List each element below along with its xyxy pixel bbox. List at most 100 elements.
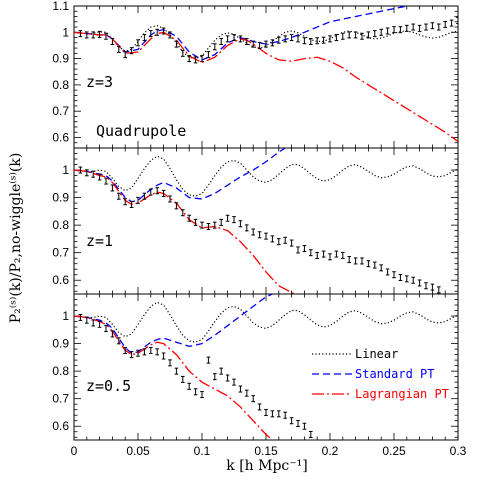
nbody-point [136,196,140,204]
legend-label: Standard PT [355,367,434,381]
series-line-linear [74,155,458,197]
nbody-point [200,221,204,229]
nbody-point [85,169,89,177]
panel-plot-area [74,6,458,142]
nbody-point [270,410,275,418]
nbody-point [213,221,217,229]
nbody-point [245,389,249,397]
nbody-point [85,316,89,324]
nbody-point [149,188,153,196]
y-tick-label: 0.7 [52,104,69,118]
series-line-standard-pt [74,148,286,203]
nbody-point [97,30,102,38]
panel-plot-area [74,148,458,294]
nbody-point [334,250,339,258]
nbody-point [360,32,364,40]
nbody-point [123,51,127,59]
nbody-point [270,39,275,47]
y-tick-label: 0.9 [52,191,69,205]
nbody-point [168,31,172,39]
nbody-point [315,251,319,259]
nbody-point [161,27,166,35]
legend-item: Linear [312,347,398,361]
nbody-point [411,23,415,31]
nbody-point [104,324,108,332]
panel-sublabel: Quadrupole [96,122,186,140]
nbody-point [245,38,249,45]
nbody-point [104,32,108,40]
nbody-point [219,38,223,45]
nbody-point [142,34,147,42]
x-tick-label: 0.15 [254,444,278,458]
nbody-point [379,264,383,272]
nbody-point [270,235,275,243]
nbody-point [449,19,454,27]
nbody-point [123,198,127,206]
nbody-point [232,216,236,224]
nbody-point [174,40,179,48]
x-tick-label: 0.25 [382,444,406,458]
nbody-point [437,286,441,294]
nbody-point [411,276,415,284]
series-line-lagrangian-pt [74,315,273,440]
nbody-point [110,38,115,45]
nbody-points [78,16,458,64]
nbody-point [238,220,243,228]
nbody-point [341,251,345,259]
nbody-point [85,31,89,39]
series-line-standard-pt [74,294,273,354]
nbody-point [289,239,294,247]
nbody-point [213,373,217,381]
nbody-point [283,236,287,244]
nbody-point [347,31,351,39]
nbody-point [193,388,198,396]
nbody-point [193,56,198,64]
panels: 0.60.70.80.911.1z=3Quadrupole0.60.70.80.… [52,0,459,441]
nbody-point [366,31,371,39]
nbody-point [219,218,223,226]
nbody-point [334,34,339,42]
panel-z3: 0.6 0.7 0.8 0.9 1 1.1 z=3 Quadrupole [52,0,459,149]
panel-z1: 0.6 0.7 0.8 0.9 1 z=1 [52,147,459,295]
nbody-point [283,411,287,419]
nbody-point [232,34,236,42]
nbody-points [78,313,313,438]
legend-item: Standard PT [312,367,434,381]
nbody-point [219,367,223,375]
nbody-point [117,192,121,200]
y-axis-title: P₂⁽ˢ⁾(k)/P₂,no-wiggle⁽ˢ⁾(k) [8,153,24,324]
nbody-point [187,55,191,63]
x-tick-label: 0.3 [450,444,467,458]
nbody-point [232,378,236,386]
nbody-point [417,24,422,32]
nbody-point [392,271,396,279]
nbody-point [264,232,268,240]
nbody-point [353,257,358,265]
nbody-point [424,23,428,31]
nbody-point [430,283,435,291]
y-tick-label: 0.6 [52,273,69,287]
nbody-point [225,214,230,222]
y-tick-label: 0.8 [52,218,69,232]
x-tick-label: 0.05 [126,444,150,458]
nbody-point [245,224,249,232]
nbody-point [328,253,332,261]
nbody-point [174,202,179,210]
nbody-point [168,195,172,203]
nbody-point [225,35,230,43]
nbody-point [430,22,435,30]
nbody-point [97,173,102,181]
nbody-point [155,187,159,195]
nbody-point [104,177,108,185]
nbody-point [251,228,255,236]
x-tick-label: 0.2 [322,444,339,458]
nbody-point [379,28,383,36]
x-tick-label: 0.1 [194,444,211,458]
panel-label: z=3 [86,73,113,91]
nbody-point [309,430,313,438]
nbody-point [142,348,147,356]
nbody-point [206,223,211,231]
nbody-point [296,246,300,254]
nbody-point [193,218,198,226]
